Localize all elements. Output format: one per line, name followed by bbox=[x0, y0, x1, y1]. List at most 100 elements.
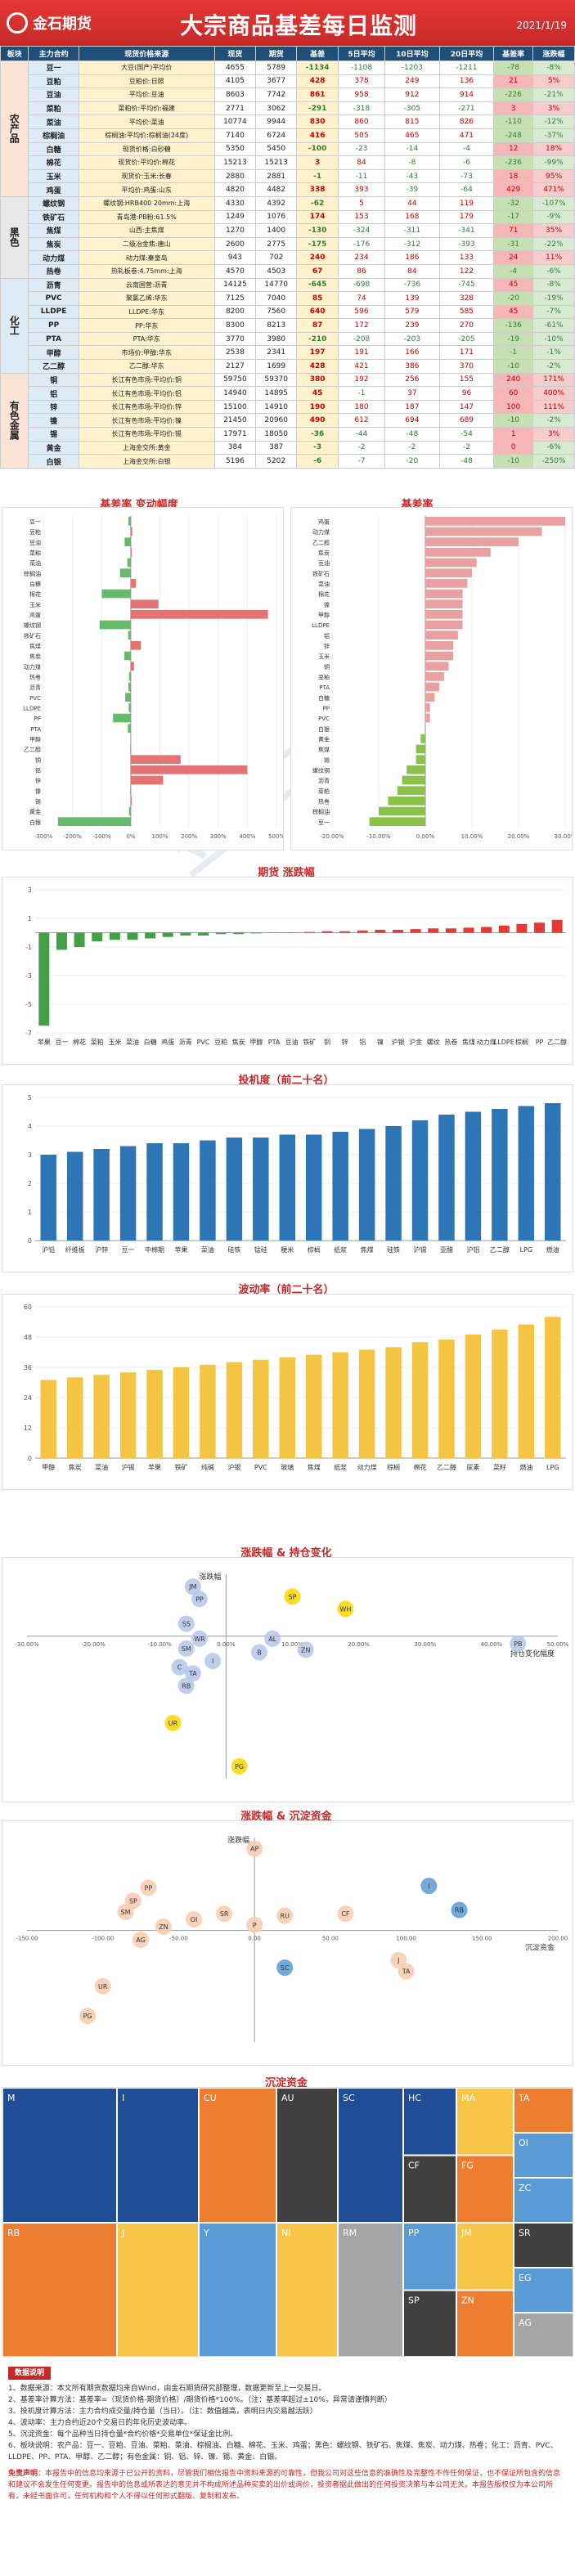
point-label: I bbox=[428, 1883, 429, 1890]
chart-title-change-capital: 涨跌幅 & 沉淀资金 bbox=[240, 1811, 332, 1823]
bar bbox=[425, 713, 430, 723]
bar bbox=[130, 744, 131, 754]
table-cell: 2881 bbox=[255, 168, 298, 184]
category-label: PVC bbox=[29, 695, 41, 702]
point-label: SP bbox=[129, 1897, 137, 1905]
table-cell: -43 bbox=[384, 168, 440, 184]
column-header: 基差 bbox=[296, 46, 339, 61]
basis-table: 板块 主力合约 现货价格来源 现货 期货 基差 5日平均 10日平均 20日平均 基差率 涨跌幅 农… bbox=[0, 46, 575, 469]
table-cell: 铝 bbox=[28, 386, 79, 401]
table-cell: 37 bbox=[384, 386, 440, 401]
bar bbox=[375, 930, 386, 933]
bar bbox=[130, 662, 134, 671]
category-label: 菜粕 bbox=[318, 788, 330, 795]
bar bbox=[250, 932, 262, 934]
table-cell: -1% bbox=[532, 345, 575, 361]
category-label: 动力煤 bbox=[24, 663, 41, 671]
table-cell: 1270 bbox=[213, 223, 257, 238]
category-label: 燃油 bbox=[519, 1463, 532, 1471]
bar bbox=[145, 932, 156, 939]
category-label: 棕榈 bbox=[515, 1038, 528, 1046]
column-header: 主力合约 bbox=[28, 46, 79, 61]
category-label: 中棉期 bbox=[145, 1245, 164, 1254]
category-label: 沪锌 bbox=[95, 1245, 108, 1254]
category-label: 焦炭 bbox=[232, 1038, 245, 1046]
category-label: 硅铁 bbox=[227, 1245, 240, 1254]
tick-label: 2 bbox=[28, 1180, 32, 1187]
table-cell: -37% bbox=[532, 128, 575, 143]
tick-label: 300% bbox=[210, 833, 227, 840]
table-cell: 71 bbox=[493, 223, 534, 238]
bar bbox=[425, 517, 565, 526]
category-label: 热卷 bbox=[318, 798, 330, 806]
table-cell: -2 bbox=[438, 440, 495, 456]
table-cell: 上海金交所:白银 bbox=[78, 454, 215, 469]
table-cell: 镍 bbox=[28, 413, 79, 429]
category-label: PVC bbox=[318, 716, 330, 722]
point-label: SC bbox=[281, 1964, 290, 1972]
table-cell: 338 bbox=[296, 182, 339, 197]
bar bbox=[130, 641, 142, 650]
table-cell: 147 bbox=[438, 399, 495, 415]
category-label: 铝 bbox=[324, 632, 330, 640]
category-label: 锰硅 bbox=[254, 1245, 267, 1254]
bar bbox=[74, 932, 85, 947]
column-header: 现货 bbox=[213, 46, 257, 61]
table-cell: -745 bbox=[438, 277, 495, 293]
table-cell: 4820 bbox=[213, 182, 257, 197]
table-cell: -54 bbox=[438, 427, 495, 442]
bar bbox=[425, 641, 454, 650]
category-label: 菜粕 bbox=[91, 1038, 104, 1046]
table-cell: 15100 bbox=[213, 399, 257, 415]
table-cell: 59370 bbox=[255, 372, 298, 388]
tick-label: 60 bbox=[24, 1304, 32, 1311]
tick-label: 4 bbox=[28, 1123, 32, 1130]
table-cell: 689 bbox=[438, 413, 495, 429]
tick-label: 30.00% bbox=[555, 833, 573, 840]
table-cell: 4655 bbox=[213, 61, 257, 75]
table-cell: -73 bbox=[438, 168, 495, 184]
category-label: 菜油 bbox=[318, 581, 330, 588]
data-point bbox=[420, 1878, 438, 1895]
table-cell: 17971 bbox=[213, 427, 257, 442]
disclaimer: 免责声明：本报告中的信息均来源于已公开的资料，尽管我们相信报告中资料来源的可靠性… bbox=[8, 2470, 561, 2501]
brand-logo: 金石期货 bbox=[7, 10, 105, 36]
category-label: 鸡蛋 bbox=[318, 518, 330, 526]
tick-label: 20.00% bbox=[508, 833, 530, 840]
treemap-cell bbox=[2, 2222, 118, 2356]
table-cell: 6724 bbox=[255, 128, 298, 143]
table-row: 锌长江有色市场:平均价:锌 15100 14910 190 180 187 147 100 11… bbox=[1, 399, 575, 415]
category-label: 豆粕 bbox=[214, 1038, 227, 1046]
category-label: 豆一 bbox=[55, 1039, 68, 1046]
tick-label: 36 bbox=[24, 1364, 32, 1371]
table-cell: 豆油 bbox=[28, 88, 79, 102]
table-cell: 5196 bbox=[213, 454, 257, 469]
category-label: 螺纹钢 bbox=[24, 622, 41, 629]
table-cell: 702 bbox=[255, 250, 298, 265]
table-cell: 240 bbox=[296, 250, 339, 265]
point-label: ZN bbox=[159, 1923, 168, 1931]
bar bbox=[332, 1352, 348, 1458]
bar bbox=[180, 932, 191, 936]
disclaimer-title: 免责声明 bbox=[8, 2470, 38, 2478]
table-cell: -78 bbox=[493, 61, 534, 75]
table-cell: 249 bbox=[384, 74, 440, 89]
category-label: PVC bbox=[254, 1464, 267, 1471]
bar bbox=[425, 693, 435, 702]
table-cell: -110 bbox=[493, 114, 534, 129]
tick-label: -100.00 bbox=[92, 1936, 114, 1942]
table-cell: 铜 bbox=[28, 372, 79, 388]
category-label: 焦炭 bbox=[29, 653, 41, 660]
bar bbox=[57, 817, 131, 826]
table-cell: -32 bbox=[493, 195, 534, 211]
tick-label: 20.00% bbox=[348, 1641, 370, 1648]
chart-title-futures-change: 期货 涨跌幅 bbox=[258, 867, 315, 879]
table-cell: 动力煤 bbox=[28, 250, 79, 265]
table-cell: 378 bbox=[337, 74, 386, 89]
column-header: 5日平均 bbox=[337, 46, 386, 61]
point-label: SM bbox=[182, 1645, 191, 1653]
tick-label: -100% bbox=[92, 833, 111, 840]
table-cell: 螺纹钢:HRB400 20mm:上海 bbox=[78, 195, 215, 211]
table-row: 棕榈油 棕榈油:平均价:棕榈油(24度) 7140 6724 416 505 465 471-… bbox=[1, 128, 575, 143]
bar bbox=[411, 1120, 429, 1241]
